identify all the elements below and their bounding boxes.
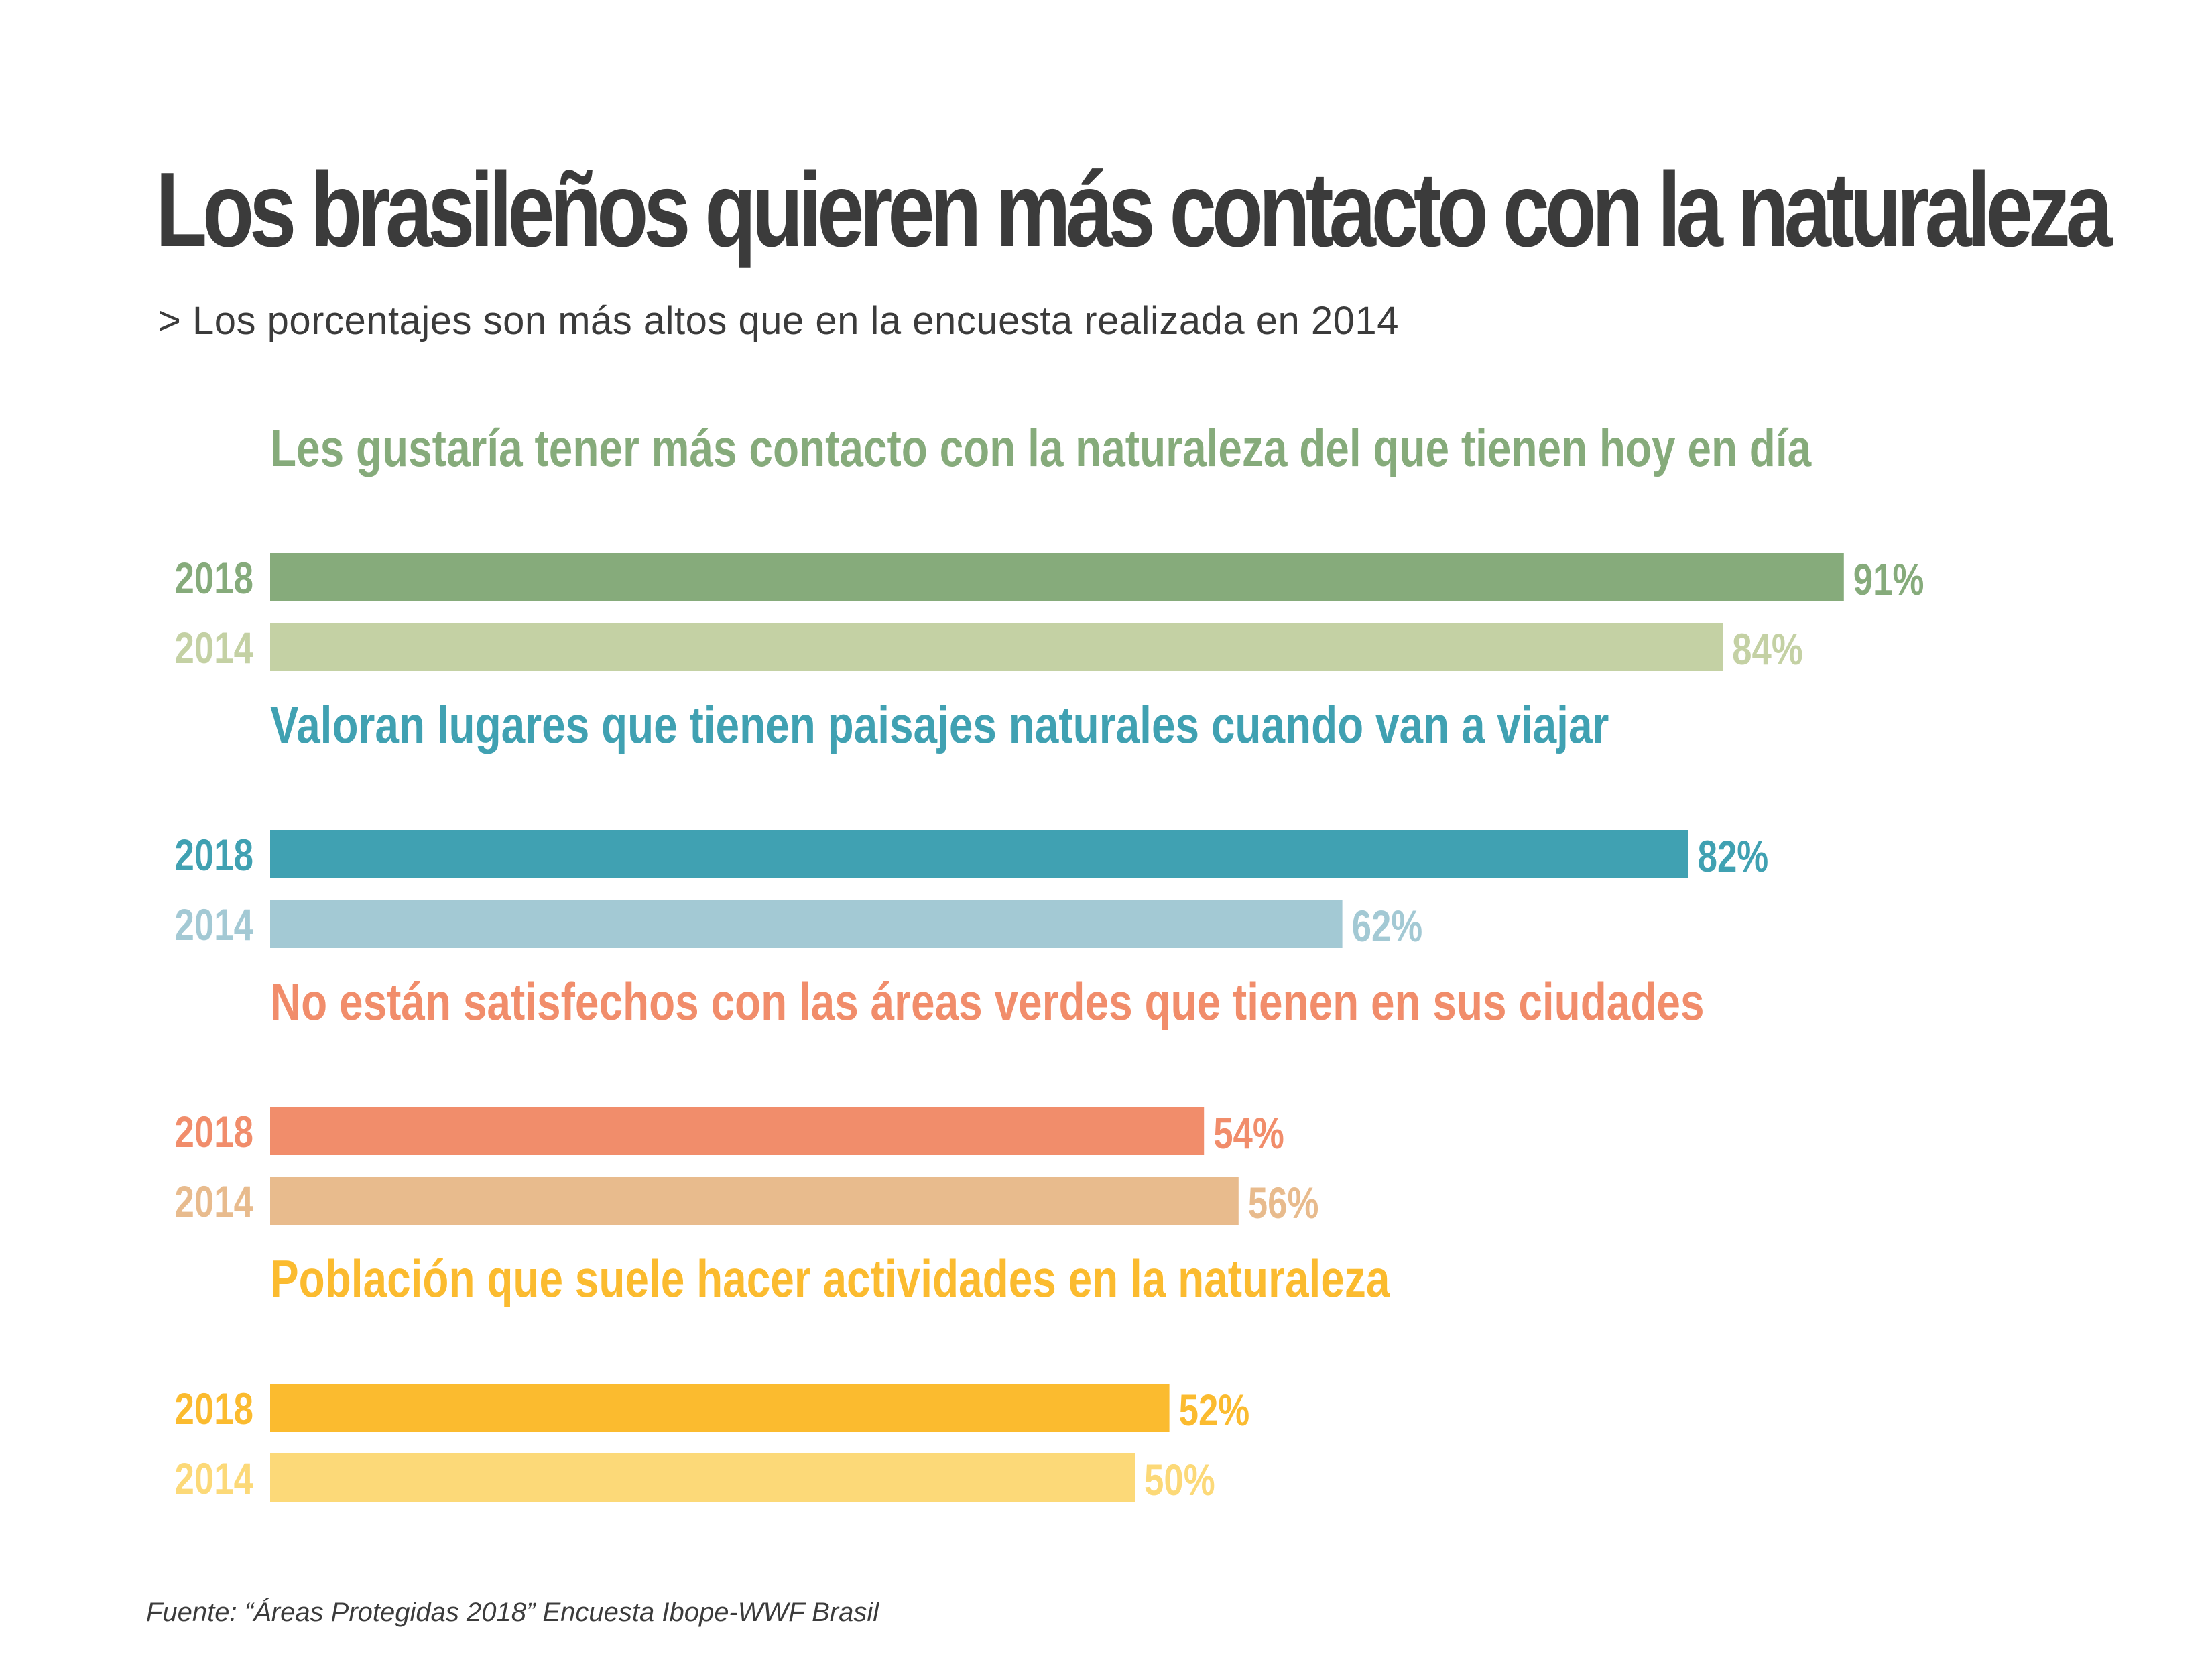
year-label: 2018 — [175, 553, 253, 603]
bar-2018 — [270, 1384, 1170, 1432]
year-label: 2014 — [175, 623, 253, 672]
group-title: Les gustaría tener más contacto con la n… — [270, 419, 1812, 477]
bar-2018 — [270, 830, 1688, 878]
chart-title: Los brasileños quieren más contacto con … — [156, 151, 2113, 269]
year-label: 2018 — [175, 1384, 253, 1433]
bar-2014 — [270, 1453, 1135, 1502]
data-label: 50% — [1144, 1455, 1215, 1504]
source-note: Fuente: “Áreas Protegidas 2018” Encuesta… — [146, 1598, 879, 1627]
group-title: Población que suele hacer actividades en… — [270, 1250, 1391, 1308]
year-label: 2014 — [175, 1177, 253, 1226]
chart-subtitle: > Los porcentajes son más altos que en l… — [158, 299, 1399, 343]
data-label: 91% — [1853, 554, 1924, 604]
data-label: 62% — [1352, 901, 1423, 951]
data-label: 56% — [1248, 1178, 1319, 1228]
year-label: 2018 — [175, 1107, 253, 1156]
data-label: 52% — [1179, 1385, 1250, 1435]
data-label: 54% — [1213, 1108, 1284, 1158]
bar-2014 — [270, 623, 1723, 671]
group-title: Valoran lugares que tienen paisajes natu… — [270, 696, 1609, 754]
bar-2014 — [270, 1177, 1239, 1225]
bar-2018 — [270, 1107, 1205, 1155]
year-label: 2018 — [175, 830, 253, 880]
bar-2014 — [270, 900, 1343, 948]
data-label: 82% — [1698, 831, 1769, 881]
bar-2018 — [270, 553, 1844, 601]
group-title: No están satisfechos con las áreas verde… — [270, 973, 1705, 1031]
year-label: 2014 — [175, 900, 253, 949]
year-label: 2014 — [175, 1453, 253, 1503]
data-label: 84% — [1732, 624, 1803, 674]
